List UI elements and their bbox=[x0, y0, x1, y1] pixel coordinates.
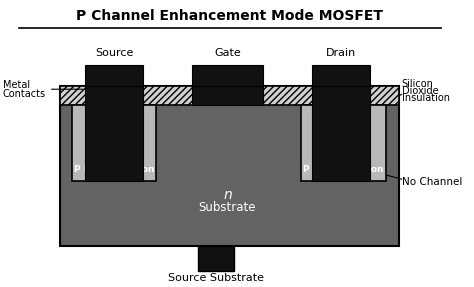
Text: p: p bbox=[108, 127, 121, 148]
Text: No Channel: No Channel bbox=[401, 177, 462, 187]
Text: Gate: Gate bbox=[214, 48, 241, 58]
Text: Source: Source bbox=[95, 48, 133, 58]
Bar bbox=[312, 86, 370, 181]
Text: Silicon: Silicon bbox=[401, 79, 433, 88]
Bar bbox=[192, 86, 263, 105]
Text: n: n bbox=[223, 188, 232, 202]
Bar bbox=[60, 86, 399, 246]
Bar bbox=[85, 86, 143, 181]
Text: Metal: Metal bbox=[3, 80, 30, 90]
Text: Dioxide: Dioxide bbox=[401, 86, 438, 96]
Bar bbox=[312, 65, 370, 86]
Text: P Channel Enhancement Mode MOSFET: P Channel Enhancement Mode MOSFET bbox=[76, 9, 383, 23]
Text: Substrate: Substrate bbox=[199, 201, 256, 214]
Text: P Doped Region: P Doped Region bbox=[303, 165, 383, 174]
Bar bbox=[198, 246, 234, 271]
Bar bbox=[192, 65, 263, 86]
Bar bbox=[85, 65, 143, 86]
Text: Contacts: Contacts bbox=[3, 89, 46, 99]
Text: Insulation: Insulation bbox=[401, 93, 449, 103]
Text: Source Substrate: Source Substrate bbox=[168, 274, 264, 283]
Text: P Doped Region: P Doped Region bbox=[74, 165, 155, 174]
Bar bbox=[72, 105, 156, 181]
Bar bbox=[301, 105, 385, 181]
Text: p: p bbox=[337, 127, 350, 148]
Text: Drain: Drain bbox=[326, 48, 356, 58]
Bar bbox=[60, 86, 399, 105]
